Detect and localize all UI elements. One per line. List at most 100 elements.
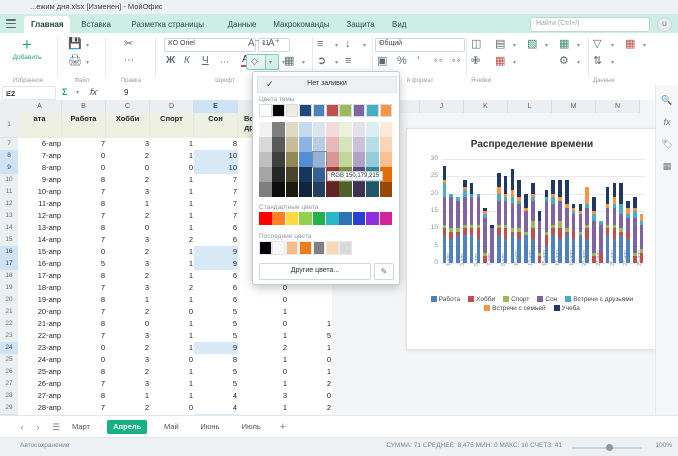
ribbon-tab-вид[interactable]: Вид: [392, 20, 407, 29]
standard-color-0[interactable]: [259, 212, 272, 225]
theme-tint-2-4[interactable]: [312, 152, 326, 167]
chevron-left-icon[interactable]: ‹: [20, 422, 24, 432]
chart-bar-18-апр[interactable]: [558, 179, 562, 263]
currency-icon[interactable]: ▣: [377, 55, 388, 67]
theme-tint-1-9[interactable]: [379, 137, 393, 152]
theme-tint-4-7[interactable]: [352, 182, 366, 197]
theme-tint-2-5[interactable]: [326, 152, 339, 167]
fx-icon[interactable]: fx: [90, 87, 98, 97]
header-cell-4[interactable]: Сон: [194, 113, 238, 139]
theme-tint-0-5[interactable]: [326, 122, 339, 137]
theme-color-6[interactable]: [339, 104, 352, 117]
standard-color-5[interactable]: [326, 212, 339, 225]
recent-color-1[interactable]: [272, 241, 285, 255]
recent-color-3[interactable]: [299, 241, 312, 255]
zoom-slider-knob[interactable]: [606, 444, 613, 451]
decrease-decimal-icon[interactable]: ∘∘: [451, 56, 462, 65]
theme-tint-3-1[interactable]: [272, 167, 285, 182]
theme-tint-1-5[interactable]: [326, 137, 339, 152]
percent-icon[interactable]: %: [397, 55, 407, 67]
fill-color-picker-popup[interactable]: ✓ Нет заливки Цвета темы Стандартные цве…: [252, 71, 400, 285]
theme-tint-2-7[interactable]: [352, 152, 366, 167]
legend-item-Сон[interactable]: Сон: [537, 296, 557, 303]
chart-object[interactable]: Распределение времени 0510152025301-апр3…: [406, 128, 658, 350]
theme-tint-2-0[interactable]: [259, 152, 272, 167]
row-header-1[interactable]: 1: [0, 113, 19, 138]
chevron-down-icon[interactable]: ▾: [611, 60, 615, 66]
theme-tint-0-9[interactable]: [379, 122, 393, 137]
chart-bar-11-апр[interactable]: [510, 169, 515, 263]
theme-tint-0-4[interactable]: [312, 122, 326, 137]
fill-color-dropdown[interactable]: ▾: [265, 54, 279, 70]
theme-tint-0-3[interactable]: [299, 122, 312, 137]
more-font-icon[interactable]: ⋯: [220, 57, 229, 67]
legend-item-Встречи с друзьями[interactable]: Встречи с друзьями: [565, 296, 633, 303]
delete-cells-icon[interactable]: ▦: [495, 55, 506, 67]
fill-color-button[interactable]: ◇: [246, 54, 267, 70]
font-name-select[interactable]: XO Oriel ▾: [164, 38, 256, 52]
column-header-A[interactable]: A: [18, 100, 62, 113]
insert-cells-icon[interactable]: ▤: [495, 38, 506, 50]
legend-item-Спорт[interactable]: Спорт: [503, 296, 529, 303]
recent-color-2[interactable]: [285, 241, 299, 255]
chart-bar-2-апр[interactable]: [449, 193, 453, 263]
theme-tint-0-2[interactable]: [285, 122, 299, 137]
chart-bar-30-апр[interactable]: [639, 214, 644, 263]
header-cell-2[interactable]: Хобби: [106, 113, 150, 139]
theme-tint-0-8[interactable]: [366, 122, 379, 137]
standard-color-6[interactable]: [339, 212, 352, 225]
theme-tint-4-2[interactable]: [285, 182, 299, 197]
chart-icon[interactable]: ▦: [625, 38, 636, 50]
theme-tint-4-4[interactable]: [312, 182, 326, 197]
hamburger-icon[interactable]: [5, 17, 17, 29]
autofit-icon[interactable]: ✙: [471, 55, 481, 67]
theme-color-2[interactable]: [285, 104, 299, 117]
chevron-down-icon[interactable]: ▾: [611, 43, 615, 49]
header-cell-1[interactable]: Работа: [62, 113, 106, 139]
legend-item-Хобби[interactable]: Хобби: [468, 296, 495, 303]
align-icon[interactable]: ≡: [317, 38, 324, 50]
header-cell-0[interactable]: ата: [18, 113, 62, 139]
text-direction-icon[interactable]: ➲: [317, 55, 327, 67]
tag-icon[interactable]: 🏷: [661, 139, 673, 149]
chart-bar-20-апр[interactable]: [571, 204, 576, 263]
ribbon-tab-главная[interactable]: Главная: [24, 16, 71, 33]
sheet-tab-май[interactable]: Май: [164, 422, 179, 431]
cell-settings-icon[interactable]: ⚙: [559, 55, 569, 67]
ribbon-tab-вставка[interactable]: Вставка: [81, 20, 111, 29]
print-icon[interactable]: 🖨: [68, 55, 82, 67]
sheet-list-icon[interactable]: ☰: [51, 422, 61, 432]
chevron-right-icon[interactable]: ›: [36, 422, 40, 432]
decrease-font-size-button[interactable]: A⁻: [248, 38, 260, 49]
chart-bar-25-апр[interactable]: [605, 186, 610, 263]
more-icon[interactable]: ⋯: [124, 55, 134, 66]
theme-tint-3-2[interactable]: [285, 167, 299, 182]
insert-row-icon[interactable]: ▧: [527, 38, 538, 50]
theme-tint-1-4[interactable]: [312, 137, 326, 152]
chart-bar-7-апр[interactable]: [483, 207, 487, 263]
theme-color-7[interactable]: [352, 104, 366, 117]
theme-color-0[interactable]: [259, 104, 272, 117]
sort-icon[interactable]: ⇅: [593, 55, 603, 67]
zoom-slider[interactable]: [572, 444, 642, 451]
more-colors-button[interactable]: Другие цвета...: [259, 263, 371, 280]
search-input[interactable]: Найти (Ctrl+/): [530, 17, 650, 32]
column-header-D[interactable]: D: [150, 100, 194, 113]
theme-color-8[interactable]: [366, 104, 379, 117]
column-header-J[interactable]: J: [420, 100, 464, 113]
increase-decimal-icon[interactable]: ∘∘: [433, 56, 444, 65]
chevron-down-icon[interactable]: ▾: [302, 60, 306, 66]
theme-tint-2-9[interactable]: [379, 152, 393, 167]
chart-bar-6-апр[interactable]: [476, 193, 481, 263]
wrap-text-icon[interactable]: ≡: [345, 55, 352, 67]
legend-item-Встречи с семьей[interactable]: Встречи с семьей: [484, 305, 546, 312]
chart-bar-24-апр[interactable]: [599, 221, 603, 263]
theme-tint-2-2[interactable]: [285, 152, 299, 167]
chevron-down-icon[interactable]: ▾: [86, 43, 90, 49]
fx-icon[interactable]: fx: [663, 117, 671, 127]
sheet-tab-июнь[interactable]: Июнь: [200, 422, 220, 431]
chart-bar-5-апр[interactable]: [469, 183, 474, 263]
chart-bar-10-апр[interactable]: [503, 176, 508, 263]
theme-tint-0-7[interactable]: [352, 122, 366, 137]
chart-bar-22-апр[interactable]: [585, 186, 589, 263]
